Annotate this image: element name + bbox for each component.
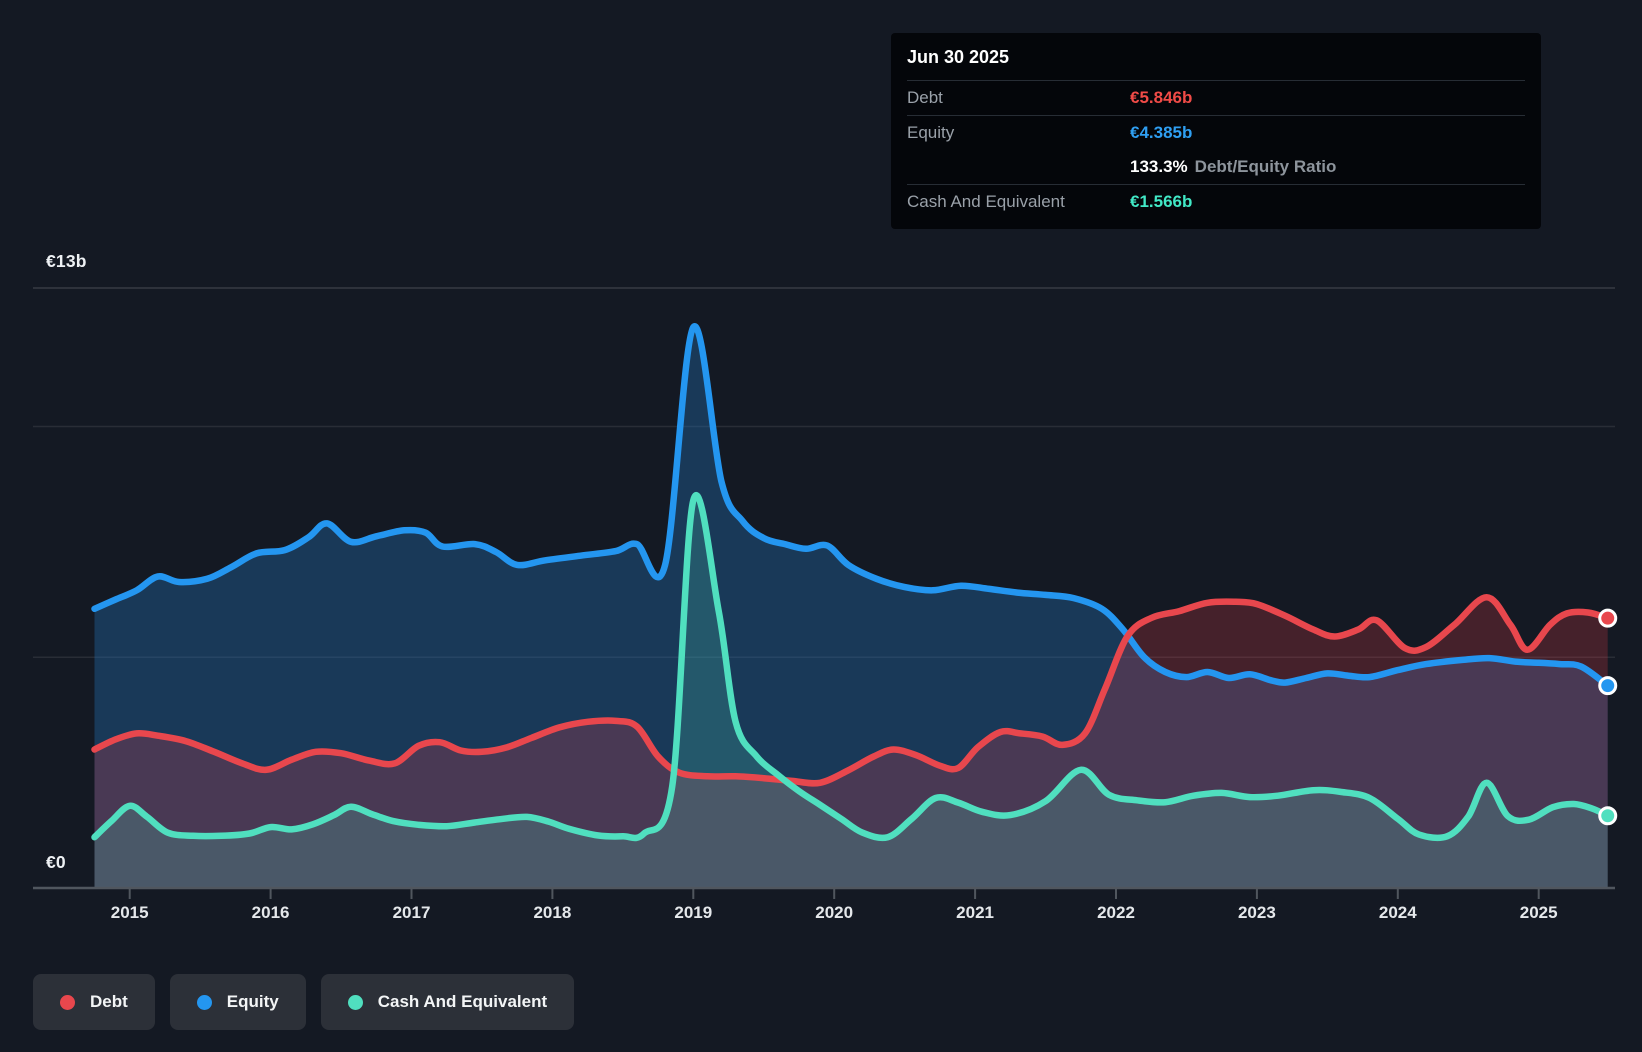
equity-line — [91, 323, 1611, 689]
tooltip-equity-value: €4.385b — [1130, 123, 1193, 142]
debt-dot-icon — [60, 994, 75, 1010]
cash-area-fill — [94, 495, 1608, 888]
area-fills — [94, 326, 1608, 889]
legend-cash-label: Cash And Equivalent — [377, 992, 548, 1011]
chart-legend: Debt Equity Cash And Equivalent — [33, 974, 575, 1030]
x-axis-label-2015: 2015 — [110, 903, 149, 922]
x-axis-label-2019: 2019 — [674, 903, 713, 922]
legend-item-equity[interactable]: Equity — [169, 974, 306, 1030]
debt-line — [91, 593, 1611, 787]
x-axis-label-2020: 2020 — [815, 903, 854, 922]
tooltip-ratio-label: Debt/Equity Ratio — [1194, 157, 1337, 176]
tooltip-ratio-value: 133.3% — [1130, 157, 1188, 176]
y-axis-label-zero: €0 — [46, 852, 66, 872]
x-axis-label-2017: 2017 — [392, 903, 431, 922]
debt-end-dot — [1598, 608, 1618, 628]
series-lines — [91, 323, 1611, 842]
y-axis-label-max: €13b — [46, 251, 87, 271]
x-axis-label-2022: 2022 — [1097, 903, 1135, 922]
legend-debt-label: Debt — [90, 992, 128, 1011]
legend-item-cash[interactable]: Cash And Equivalent — [320, 974, 575, 1030]
debt-area-fill — [94, 597, 1608, 888]
tooltip-row-equity: Equity €4.385b — [907, 115, 1525, 150]
x-axis-label-2021: 2021 — [956, 903, 995, 922]
tooltip-equity-label: Equity — [907, 123, 955, 142]
x-axis-label-2024: 2024 — [1378, 903, 1417, 922]
x-axis — [33, 886, 1615, 899]
cash-end-dot — [1598, 806, 1618, 826]
grid-lines — [33, 287, 1615, 658]
tooltip-row-debt: Debt €5.846b — [907, 80, 1525, 115]
legend-item-debt[interactable]: Debt — [33, 974, 155, 1030]
x-axis-label-2016: 2016 — [251, 903, 290, 922]
tooltip-cash-label: Cash And Equivalent — [907, 192, 1065, 211]
tooltip-debt-label: Debt — [907, 88, 943, 107]
tooltip-row-cash: Cash And Equivalent €1.566b — [907, 184, 1525, 219]
cash-dot-icon — [347, 994, 363, 1010]
equity-area-fill — [94, 326, 1608, 889]
tooltip-cash-value: €1.566b — [1130, 192, 1193, 211]
x-axis-label-2023: 2023 — [1237, 903, 1276, 922]
end-dots — [1598, 608, 1618, 826]
chart-tooltip: Jun 30 2025 Debt €5.846b Equity €4.385b … — [891, 33, 1541, 229]
equity-end-dot — [1598, 676, 1618, 696]
equity-dot-icon — [196, 994, 212, 1010]
tooltip-row-ratio: 133.3% Debt/Equity Ratio — [907, 150, 1525, 184]
cash-line — [91, 492, 1611, 842]
tooltip-date: Jun 30 2025 — [907, 47, 1010, 67]
x-axis-label-2025: 2025 — [1519, 903, 1558, 922]
tooltip-debt-value: €5.846b — [1130, 88, 1193, 107]
legend-equity-label: Equity — [226, 992, 279, 1011]
x-axis-label-2018: 2018 — [533, 903, 572, 922]
